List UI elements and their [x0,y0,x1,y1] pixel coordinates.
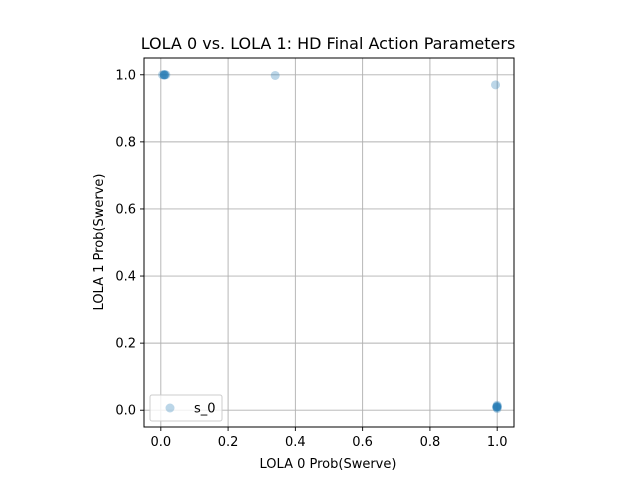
x-axis-label: LOLA 0 Prob(Swerve) [260,457,397,472]
data-point [158,70,167,80]
data-point [492,402,502,412]
data-point [492,401,502,411]
x-tick-label: 0.0 [150,435,171,450]
x-tick-label: 0.4 [285,435,306,450]
x-tick-label: 0.8 [420,435,441,450]
grid-lines [144,58,514,427]
y-tick-label: 1.0 [115,68,136,83]
x-tick-label: 0.2 [218,435,239,450]
data-point [161,70,171,80]
legend-marker [165,403,175,413]
y-tick-label: 0.0 [115,404,136,419]
data-point [492,400,502,410]
data-points [158,70,502,414]
y-tick-label: 0.6 [115,202,136,217]
legend-box [149,394,223,422]
legend-label: s_0 [194,402,216,417]
y-tick-label: 0.4 [115,270,136,285]
data-point [159,70,169,80]
data-point [492,404,502,414]
data-point [160,70,170,80]
data-point [159,70,169,80]
y-axis-label: LOLA 1 Prob(Swerve) [92,174,107,311]
axis-ticks: 0.0 0.2 0.4 0.6 0.8 1.0 0.0 0.2 0.4 0.6 0.8 1.0 [115,68,507,450]
chart-title: LOLA 0 vs. LOLA 1: HD Final Action Param… [141,34,516,53]
data-point [270,70,280,80]
data-point [492,402,502,412]
legend: s_0 [149,394,223,422]
x-tick-label: 0.6 [352,435,373,450]
y-tick-label: 0.2 [115,337,136,352]
data-point [491,80,500,90]
plot-frame [143,57,515,428]
data-point [159,70,169,80]
data-point [492,403,502,413]
x-tick-label: 1.0 [487,435,508,450]
data-point [492,402,502,412]
y-tick-label: 0.8 [115,135,136,150]
